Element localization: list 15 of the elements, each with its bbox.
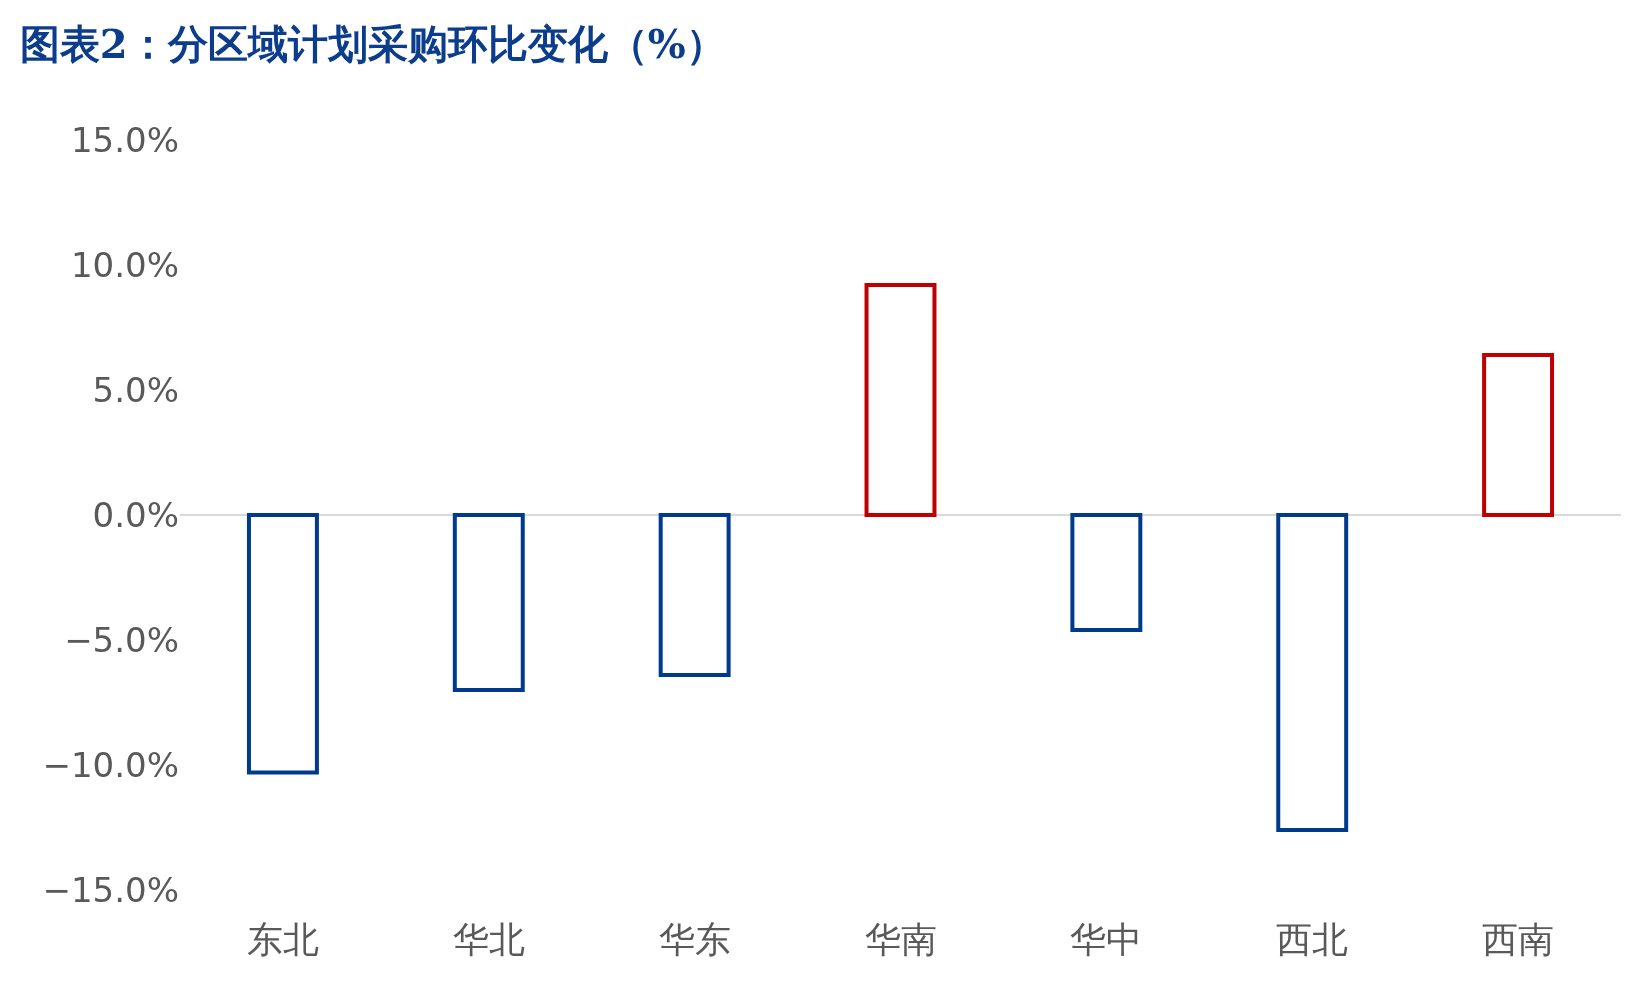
x-tick-label: 西北 [1276, 919, 1349, 960]
x-tick-label: 西南 [1482, 919, 1555, 960]
y-tick-label: 15.0% [70, 119, 179, 160]
x-tick-label: 华南 [864, 919, 937, 960]
x-tick-label: 华北 [452, 919, 525, 960]
x-tick-label: 华中 [1070, 919, 1143, 960]
x-tick-label: 华东 [658, 919, 731, 960]
y-tick-label: 5.0% [92, 369, 179, 410]
y-tick-label: 0.0% [92, 494, 179, 535]
y-tick-label: −10.0% [42, 744, 179, 785]
chart-title: 图表2：分区域计划采购环比变化（%） [19, 19, 726, 67]
y-tick-label: −5.0% [64, 619, 179, 660]
x-tick-label: 东北 [246, 919, 319, 960]
y-tick-label: 10.0% [70, 244, 179, 285]
y-tick-label: −15.0% [42, 869, 179, 910]
